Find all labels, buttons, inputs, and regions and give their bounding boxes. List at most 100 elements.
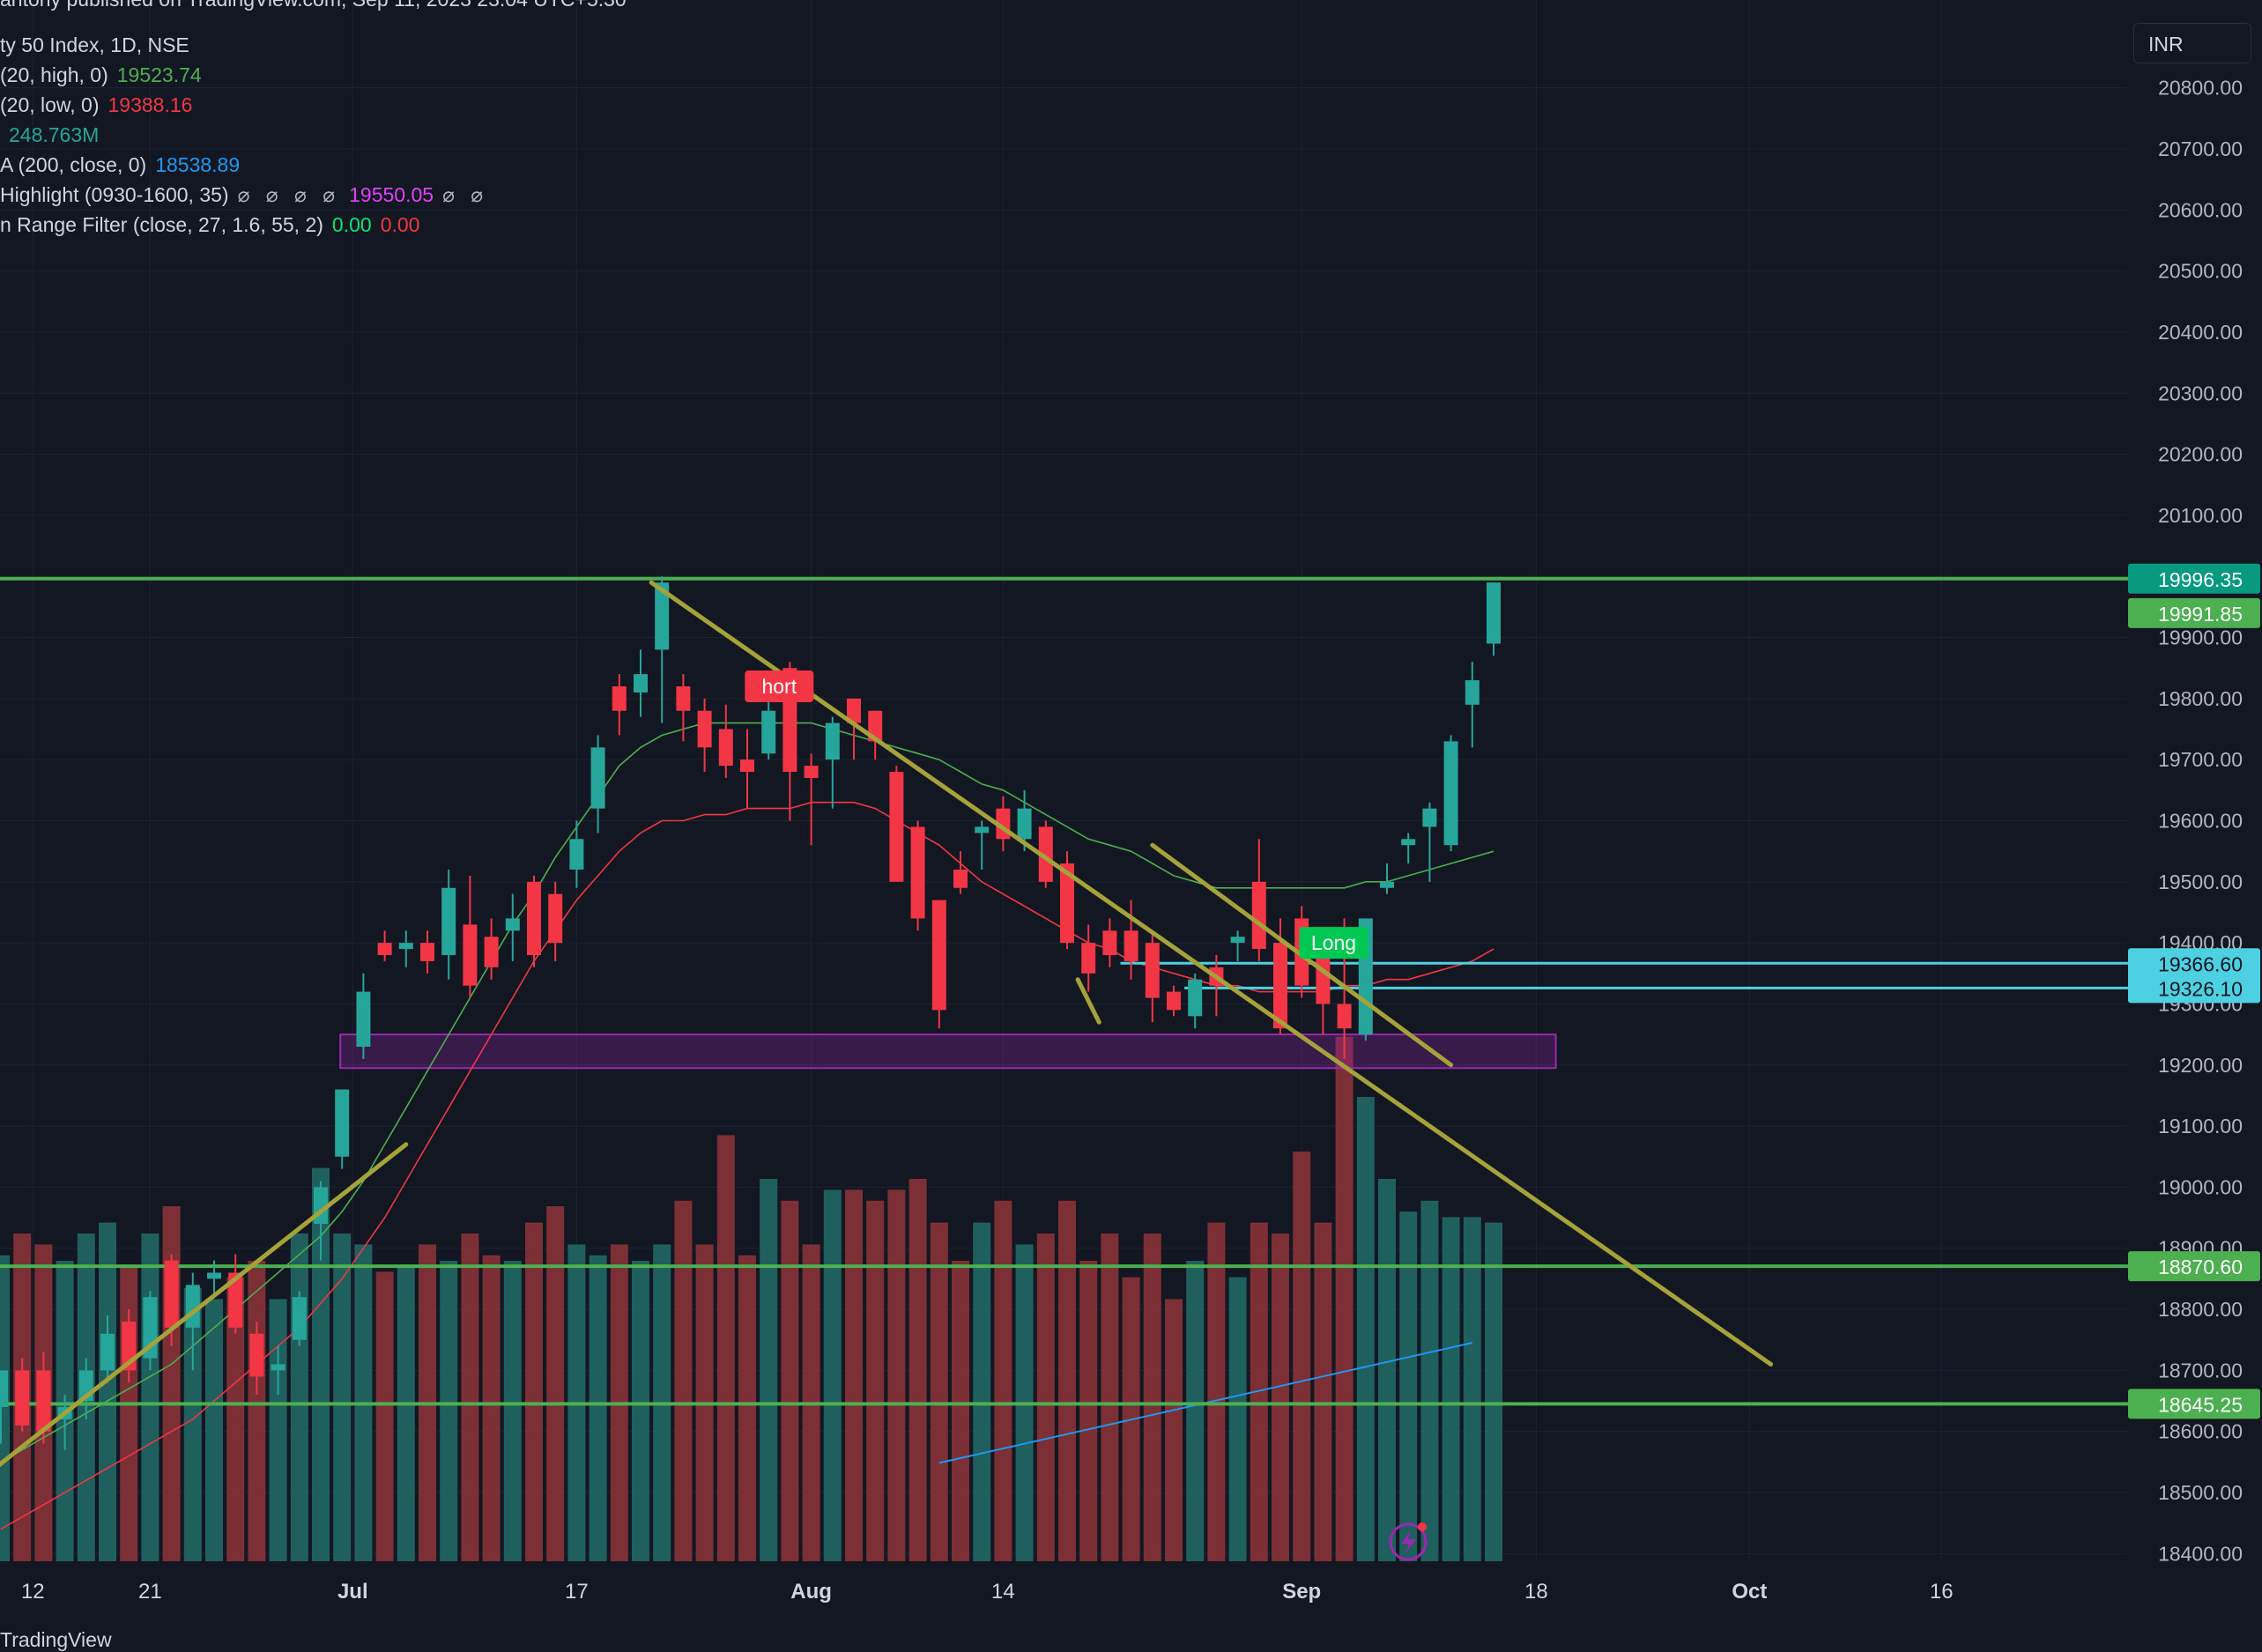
volume-bar bbox=[290, 1233, 308, 1561]
price-tick-label: 19000.00 bbox=[2158, 1175, 2243, 1198]
candle-body bbox=[1167, 991, 1181, 1011]
lightning-icon-glyph bbox=[1401, 1530, 1416, 1554]
sma-high-line bbox=[0, 722, 1494, 1463]
candle-body bbox=[1443, 741, 1458, 846]
price-tick-label: 20300.00 bbox=[2158, 382, 2243, 404]
price-tick-label: 19900.00 bbox=[2158, 626, 2243, 649]
candle-body bbox=[505, 918, 520, 931]
candle-body bbox=[1487, 582, 1501, 644]
currency-button[interactable]: INR bbox=[2133, 23, 2251, 63]
candle-body bbox=[1017, 808, 1032, 840]
candle-body bbox=[1251, 881, 1266, 950]
volume-bar bbox=[632, 1261, 649, 1561]
candle-body bbox=[1401, 839, 1416, 846]
volume-bar bbox=[866, 1200, 885, 1561]
level-badge bbox=[2128, 948, 2260, 979]
time-tick-label: 17 bbox=[565, 1580, 589, 1604]
time-tick-label: Jul bbox=[337, 1580, 368, 1604]
signal-badge bbox=[1299, 927, 1368, 959]
candle-body bbox=[100, 1333, 115, 1371]
volume-bar bbox=[183, 1288, 202, 1561]
lightning-icon[interactable] bbox=[1389, 1522, 1428, 1561]
candle-body bbox=[0, 1370, 8, 1407]
candle-body bbox=[36, 1370, 51, 1432]
candle-body bbox=[1081, 943, 1096, 974]
volume-bar bbox=[887, 1189, 906, 1561]
volume-bar bbox=[333, 1233, 352, 1561]
volume-bar bbox=[461, 1233, 479, 1561]
volume-bar bbox=[1399, 1211, 1418, 1561]
price-tick-label: 20500.00 bbox=[2158, 260, 2243, 283]
candle-body bbox=[569, 839, 584, 870]
candle-body bbox=[228, 1272, 243, 1328]
candle-body bbox=[889, 772, 904, 882]
volume-bar bbox=[716, 1135, 735, 1561]
price-tick-label: 18800.00 bbox=[2158, 1298, 2243, 1321]
legend-volume[interactable]: 248.763M bbox=[9, 123, 100, 146]
level-badge-label: 19366.60 bbox=[2158, 952, 2243, 975]
volume-bar bbox=[141, 1233, 159, 1561]
alert-dot bbox=[1418, 1522, 1427, 1531]
publish-caption: antony published on TradingView.com, Sep… bbox=[0, 0, 627, 11]
candle-body bbox=[975, 826, 990, 833]
legend-sma200[interactable]: A (200, close, 0) 18538.89 bbox=[0, 153, 241, 176]
price-tick-label: 18400.00 bbox=[2158, 1542, 2243, 1565]
trend-line bbox=[0, 1142, 409, 1468]
candle-body bbox=[804, 766, 819, 778]
price-tick-label: 19700.00 bbox=[2158, 748, 2243, 771]
candle-body bbox=[718, 729, 733, 767]
volume-bar bbox=[525, 1222, 543, 1561]
volume-bar bbox=[845, 1189, 863, 1561]
volume-bar bbox=[205, 1299, 223, 1561]
price-tick-label: 20600.00 bbox=[2158, 198, 2243, 221]
volume-bar bbox=[1101, 1233, 1119, 1561]
candle-body bbox=[377, 943, 392, 956]
legend-session-highlight[interactable]: Highlight (0930-1600, 35) ⌀ ⌀ ⌀ ⌀ 19550.05… bbox=[0, 183, 489, 206]
candle-body bbox=[249, 1333, 264, 1377]
signal-label: Long bbox=[1311, 931, 1356, 954]
candle-body bbox=[868, 710, 883, 742]
candle-body bbox=[1038, 826, 1053, 882]
candle-body bbox=[761, 710, 776, 754]
time-tick-label: 14 bbox=[991, 1580, 1015, 1604]
time-tick-label: 16 bbox=[1930, 1580, 1954, 1604]
candle-body bbox=[1060, 863, 1074, 944]
legend-range-filter[interactable]: n Range Filter (close, 27, 1.6, 55, 2) 0.… bbox=[0, 213, 420, 236]
candle-body bbox=[1102, 930, 1117, 956]
price-tick-label: 18500.00 bbox=[2158, 1481, 2243, 1504]
volume-bar bbox=[1420, 1200, 1439, 1561]
candle-body bbox=[271, 1364, 286, 1371]
volume-bar bbox=[99, 1222, 116, 1561]
volume-bar bbox=[1272, 1233, 1289, 1561]
volume-bar bbox=[738, 1255, 756, 1561]
time-tick-label: 21 bbox=[138, 1580, 162, 1604]
candle-body bbox=[676, 685, 691, 711]
volume-bar bbox=[1356, 1097, 1375, 1561]
candle-body bbox=[164, 1260, 179, 1328]
candle-body bbox=[1465, 680, 1480, 705]
volume-bar bbox=[1378, 1179, 1396, 1561]
price-tick-label: 20800.00 bbox=[2158, 77, 2243, 100]
volume-bar bbox=[397, 1266, 415, 1561]
price-tick-label: 20200.00 bbox=[2158, 443, 2243, 466]
volume-bar bbox=[1293, 1152, 1311, 1561]
candle-body bbox=[931, 900, 946, 1011]
level-badge-label: 19996.35 bbox=[2158, 568, 2243, 591]
volume-bar bbox=[1036, 1233, 1055, 1561]
candle-body bbox=[1380, 881, 1394, 888]
legend-symbol[interactable]: ty 50 Index, 1D, NSE bbox=[0, 33, 189, 56]
volume-bar bbox=[1143, 1233, 1161, 1561]
volume-bar bbox=[909, 1179, 927, 1561]
volume-bar bbox=[0, 1255, 10, 1561]
level-badge-label: 18645.25 bbox=[2158, 1393, 2243, 1416]
tradingview-brand: TradingView bbox=[0, 1628, 112, 1651]
legend-sma-low[interactable]: (20, low, 0) 19388.16 bbox=[0, 93, 193, 116]
level-badge bbox=[2128, 1389, 2260, 1419]
signal-badge bbox=[745, 670, 814, 702]
level-badge bbox=[2128, 973, 2260, 1004]
legend-sma-high[interactable]: (20, high, 0) 19523.74 bbox=[0, 63, 202, 86]
volume-bar bbox=[1228, 1277, 1247, 1561]
candle-body bbox=[1145, 943, 1160, 998]
candle-body bbox=[335, 1089, 350, 1157]
